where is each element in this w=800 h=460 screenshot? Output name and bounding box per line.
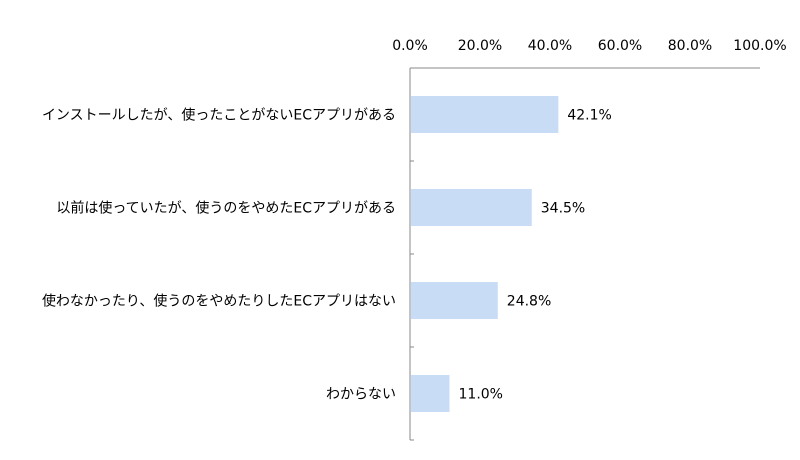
- axes: [409, 67, 760, 441]
- data-label: 11.0%: [459, 387, 503, 403]
- category-label: わからない: [326, 387, 396, 403]
- data-label: 24.8%: [507, 294, 551, 310]
- x-tick-label: 0.0%: [392, 38, 428, 54]
- category-label: 以前は使っていたが、使うのをやめたECアプリがある: [56, 200, 396, 217]
- x-tick-label: 20.0%: [458, 38, 502, 54]
- bar: [411, 189, 532, 226]
- category-label: インストールしたが、使ったことがないECアプリがある: [42, 107, 396, 124]
- category-labels: インストールしたが、使ったことがないECアプリがある以前は使っていたが、使うのを…: [42, 107, 396, 403]
- x-tick-label: 100.0%: [733, 38, 786, 54]
- data-label: 34.5%: [541, 201, 585, 217]
- bar: [411, 96, 559, 133]
- bar: [411, 375, 450, 412]
- data-label: 42.1%: [567, 108, 611, 124]
- x-axis-ticks: 0.0% 20.0% 40.0% 60.0% 80.0% 100.0%: [392, 38, 786, 54]
- bar: [411, 282, 498, 319]
- x-tick-label: 60.0%: [598, 38, 642, 54]
- x-tick-label: 80.0%: [668, 38, 712, 54]
- category-label: 使わなかったり、使うのをやめたりしたECアプリはない: [42, 293, 396, 310]
- bars: 42.1% 34.5% 24.8% 11.0%: [411, 96, 612, 412]
- x-tick-label: 40.0%: [528, 38, 572, 54]
